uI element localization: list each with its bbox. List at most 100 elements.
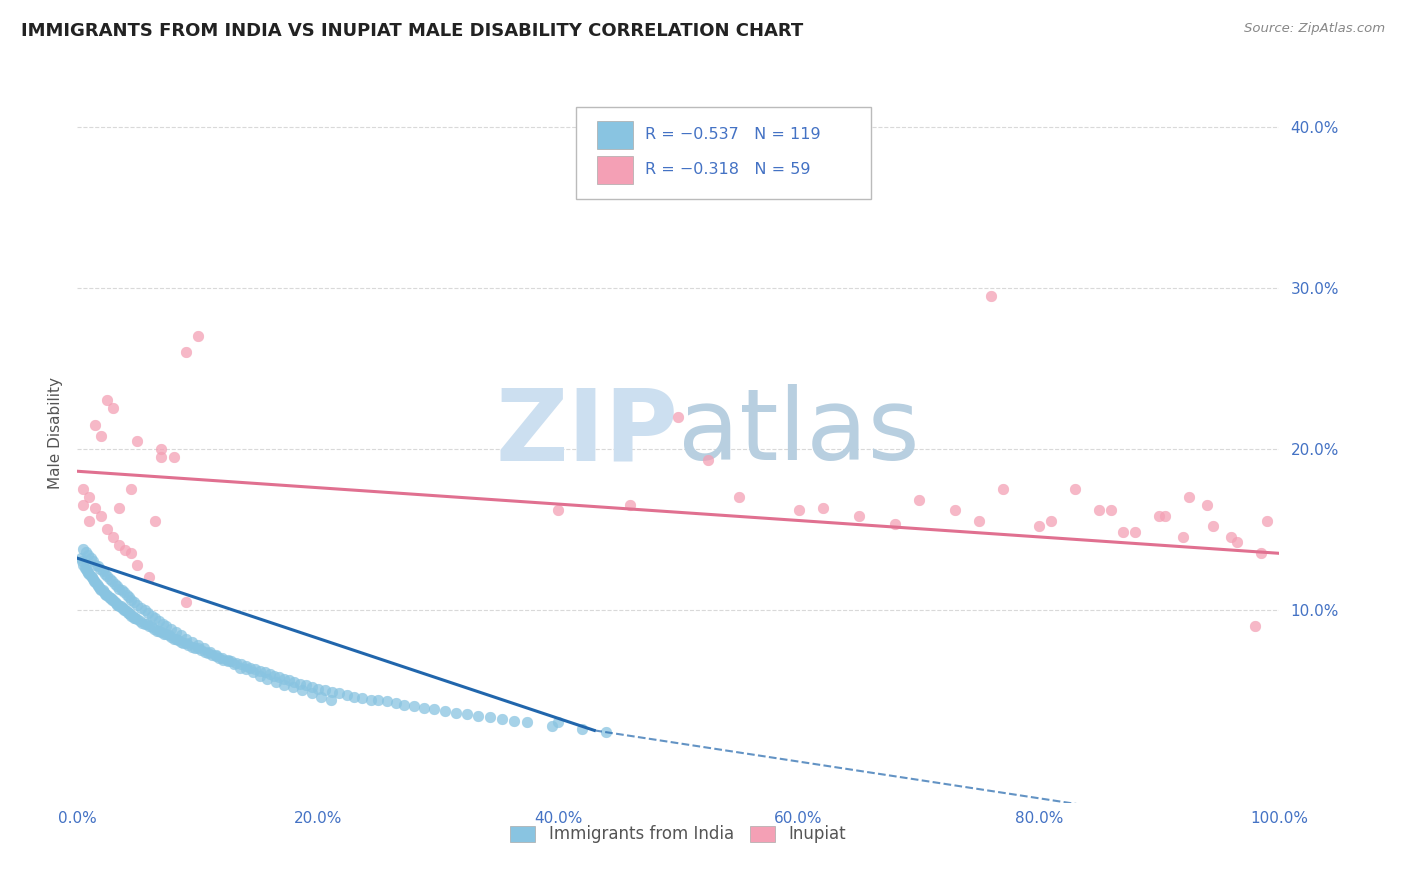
Point [87, 578, 110, 592]
Point [96, 588, 118, 602]
Point [115, 588, 138, 602]
Point [1173, 530, 1195, 544]
Point [83, 574, 105, 588]
Point [249, 668, 271, 682]
Point [204, 648, 226, 662]
Point [84, 575, 107, 590]
Point [1220, 530, 1243, 544]
Point [478, 710, 501, 724]
Point [201, 648, 224, 662]
Bar [596, 121, 633, 149]
Point [155, 627, 177, 641]
Point [112, 602, 135, 616]
Point [104, 596, 127, 610]
Point [110, 599, 132, 614]
Point [980, 289, 1002, 303]
Point [84, 558, 107, 572]
Point [136, 606, 159, 620]
Point [103, 593, 125, 607]
Point [174, 636, 197, 650]
Point [1256, 514, 1278, 528]
Point [120, 609, 142, 624]
Point [153, 627, 176, 641]
Point [145, 514, 167, 528]
Point [121, 609, 143, 624]
Point [104, 577, 127, 591]
Point [96, 569, 118, 583]
Point [105, 578, 128, 592]
Point [97, 590, 120, 604]
Point [412, 701, 434, 715]
Point [111, 601, 134, 615]
Point [89, 562, 111, 576]
Point [225, 656, 247, 670]
Point [72, 498, 94, 512]
Point [1178, 490, 1201, 504]
Point [165, 625, 187, 640]
Point [127, 612, 149, 626]
Point [343, 690, 366, 704]
Point [1197, 498, 1219, 512]
Point [1202, 519, 1225, 533]
Point [434, 704, 457, 718]
Point [90, 509, 112, 524]
Point [235, 662, 257, 676]
Point [967, 514, 990, 528]
Point [148, 614, 170, 628]
Point [229, 657, 252, 672]
Point [1154, 509, 1177, 524]
Point [288, 676, 311, 690]
Point [157, 628, 180, 642]
Point [124, 610, 146, 624]
Point [273, 672, 295, 686]
Point [160, 630, 183, 644]
Point [281, 680, 304, 694]
Point [138, 570, 160, 584]
Point [103, 530, 125, 544]
Point [100, 591, 122, 606]
Point [141, 620, 163, 634]
Point [91, 583, 114, 598]
Point [150, 625, 173, 640]
Point [336, 688, 359, 702]
Point [87, 580, 110, 594]
Point [90, 583, 112, 598]
Point [367, 693, 389, 707]
Point [98, 572, 121, 586]
Point [86, 577, 108, 591]
Point [96, 522, 118, 536]
Point [103, 401, 125, 416]
Point [239, 660, 262, 674]
Point [70, 551, 93, 566]
Point [122, 610, 145, 624]
Point [571, 722, 593, 736]
Point [104, 594, 127, 608]
Point [193, 641, 215, 656]
Text: IMMIGRANTS FROM INDIA VS INUPIAT MALE DISABILITY CORRELATION CHART: IMMIGRANTS FROM INDIA VS INUPIAT MALE DI… [21, 22, 803, 40]
Point [70, 554, 93, 568]
Legend: Immigrants from India, Inupiat: Immigrants from India, Inupiat [503, 819, 853, 850]
Point [115, 604, 138, 618]
Point [107, 598, 129, 612]
Point [111, 583, 134, 598]
Point [311, 690, 333, 704]
Point [547, 715, 569, 730]
Point [174, 594, 197, 608]
Point [328, 686, 350, 700]
Point [75, 545, 97, 559]
Point [96, 588, 118, 602]
Point [1112, 525, 1135, 540]
Point [444, 706, 467, 720]
Point [314, 683, 336, 698]
Point [150, 450, 173, 464]
Point [516, 715, 538, 730]
Point [134, 602, 156, 616]
Point [101, 574, 124, 588]
Point [1149, 509, 1171, 524]
Point [150, 442, 173, 456]
Point [727, 490, 749, 504]
Point [943, 503, 966, 517]
Point [87, 559, 110, 574]
Point [72, 558, 94, 572]
Point [138, 619, 160, 633]
